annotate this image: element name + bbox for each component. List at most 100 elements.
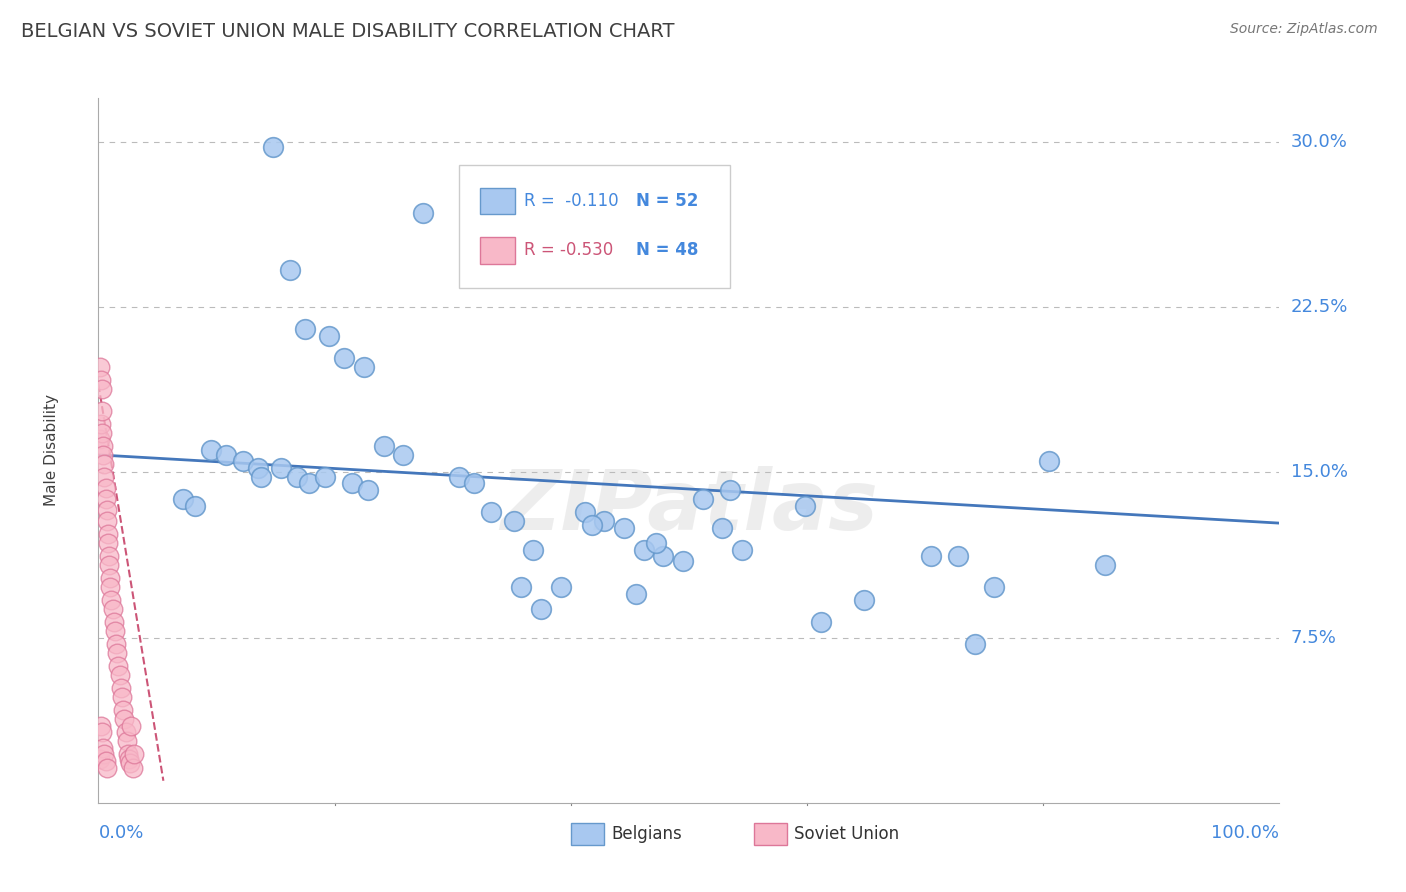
Point: [98, 580, 121, 594]
Point: [94, 754, 117, 768]
Point: [1094, 558, 1116, 572]
Point: [94, 481, 117, 495]
FancyBboxPatch shape: [458, 165, 730, 288]
Point: [852, 593, 875, 607]
Point: [652, 549, 675, 564]
Point: [105, 646, 128, 660]
Point: [112, 712, 135, 726]
Point: [98, 549, 121, 564]
Point: [530, 602, 553, 616]
Text: Male Disability: Male Disability: [44, 394, 59, 507]
Point: [963, 637, 986, 651]
Point: [90, 719, 112, 733]
Point: [298, 476, 321, 491]
Point: [353, 359, 375, 374]
Bar: [479, 187, 516, 214]
Text: Soviet Union: Soviet Union: [794, 825, 900, 843]
Point: [184, 499, 207, 513]
Text: 30.0%: 30.0%: [1291, 133, 1347, 151]
Point: [91, 740, 114, 755]
Point: [342, 476, 364, 491]
Point: [633, 542, 655, 557]
Point: [270, 461, 292, 475]
Point: [479, 505, 502, 519]
Point: [718, 483, 741, 497]
Point: [593, 514, 616, 528]
Point: [93, 747, 115, 762]
Point: [574, 505, 596, 519]
Point: [91, 439, 114, 453]
Point: [112, 703, 135, 717]
Text: R = -0.530: R = -0.530: [523, 242, 613, 260]
Point: [98, 571, 121, 585]
Point: [118, 752, 141, 766]
Point: [711, 520, 734, 534]
Point: [231, 454, 253, 468]
Point: [91, 448, 114, 462]
Point: [96, 514, 118, 528]
Point: [103, 615, 125, 630]
Point: [294, 322, 316, 336]
Point: [115, 734, 138, 748]
Text: Belgians: Belgians: [612, 825, 682, 843]
Point: [89, 359, 111, 374]
Point: [278, 263, 301, 277]
Point: [357, 483, 380, 497]
Point: [90, 373, 112, 387]
Point: [114, 725, 136, 739]
Point: [983, 580, 1005, 594]
Point: [107, 659, 129, 673]
Point: [101, 602, 124, 616]
Point: [98, 558, 121, 572]
Point: [550, 580, 572, 594]
Bar: [571, 822, 605, 845]
Point: [581, 518, 603, 533]
Point: [91, 425, 114, 440]
Point: [93, 457, 115, 471]
Point: [122, 747, 145, 762]
Point: [172, 491, 194, 506]
Point: [121, 719, 143, 733]
Point: [510, 580, 533, 594]
Point: [105, 637, 128, 651]
Text: 22.5%: 22.5%: [1291, 298, 1348, 317]
Point: [104, 624, 127, 638]
Point: [318, 329, 340, 343]
Point: [121, 760, 143, 774]
Text: Source: ZipAtlas.com: Source: ZipAtlas.com: [1230, 22, 1378, 37]
Bar: [754, 822, 787, 845]
Point: [93, 470, 115, 484]
Point: [613, 520, 636, 534]
Text: 7.5%: 7.5%: [1291, 629, 1337, 647]
Point: [447, 470, 470, 484]
Point: [108, 668, 131, 682]
Point: [97, 527, 120, 541]
Point: [91, 725, 114, 739]
Point: [215, 448, 238, 462]
Point: [463, 476, 485, 491]
Text: 100.0%: 100.0%: [1212, 824, 1279, 842]
Point: [100, 593, 122, 607]
Point: [89, 752, 111, 766]
Text: N = 48: N = 48: [636, 242, 699, 260]
Point: [250, 470, 273, 484]
Text: N = 52: N = 52: [636, 192, 699, 210]
Text: R =  -0.110: R = -0.110: [523, 192, 619, 210]
Point: [91, 382, 114, 396]
Point: [392, 448, 415, 462]
Point: [117, 747, 139, 762]
Point: [110, 681, 132, 696]
Point: [948, 549, 970, 564]
Text: BELGIAN VS SOVIET UNION MALE DISABILITY CORRELATION CHART: BELGIAN VS SOVIET UNION MALE DISABILITY …: [21, 22, 675, 41]
Point: [246, 461, 269, 475]
Point: [522, 542, 544, 557]
Point: [90, 417, 112, 431]
Point: [624, 586, 647, 600]
Bar: [479, 237, 516, 264]
Point: [503, 514, 526, 528]
Text: 15.0%: 15.0%: [1291, 464, 1347, 482]
Point: [96, 760, 118, 774]
Point: [920, 549, 942, 564]
Point: [373, 439, 395, 453]
Point: [89, 433, 111, 447]
